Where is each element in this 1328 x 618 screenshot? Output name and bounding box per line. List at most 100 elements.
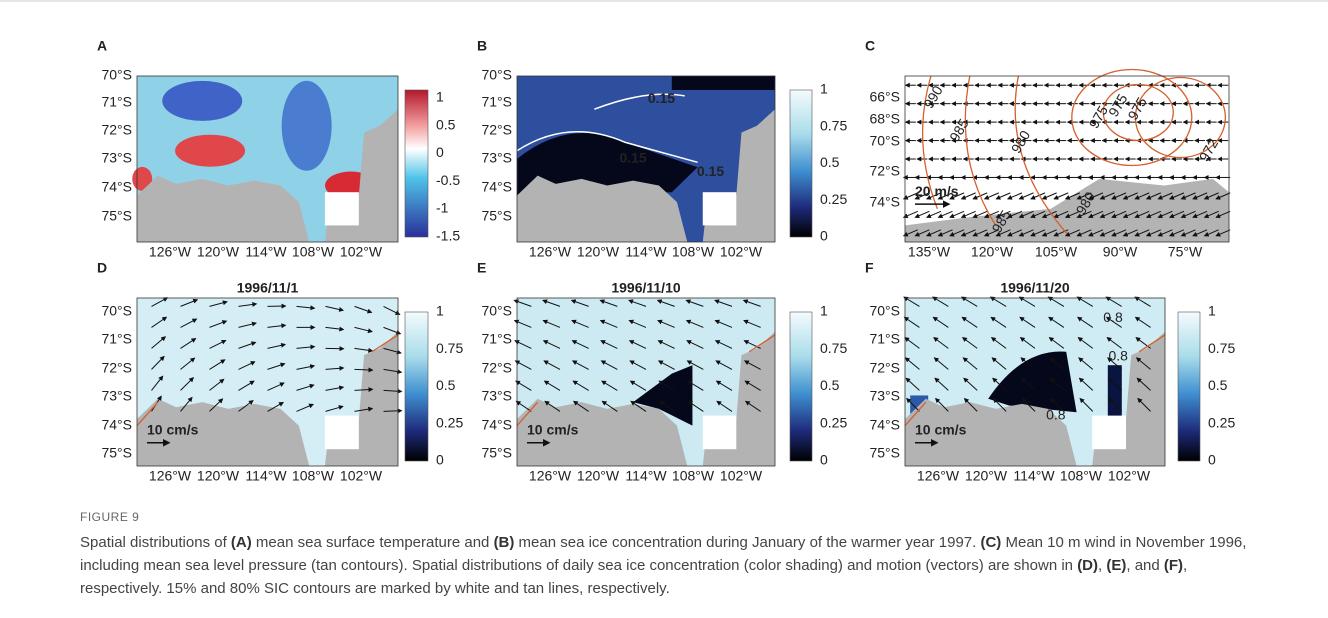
panel-letter: A bbox=[97, 38, 107, 54]
field-patch bbox=[517, 133, 698, 196]
wind-vector bbox=[1053, 229, 1069, 237]
colorbar-tick-label: 0 bbox=[820, 452, 828, 468]
ice-vector bbox=[963, 397, 978, 412]
map-frame bbox=[904, 75, 1230, 243]
wind-vector bbox=[995, 210, 1011, 219]
wind-vector bbox=[949, 192, 965, 200]
ice-vector bbox=[716, 400, 733, 412]
wind-vector bbox=[1007, 229, 1023, 237]
colorbar-tick-label: 0.75 bbox=[1208, 340, 1235, 356]
contour-line bbox=[136, 334, 399, 427]
ice-vector bbox=[600, 340, 618, 349]
ice-vector bbox=[1077, 316, 1094, 328]
y-tick-label: 75°S bbox=[101, 445, 132, 461]
y-tick-label: 74°S bbox=[869, 194, 900, 210]
ice-vector bbox=[1108, 397, 1123, 412]
ice-vector bbox=[544, 400, 561, 412]
panel-title: 1996/11/20 bbox=[1000, 280, 1070, 296]
ice-vector bbox=[515, 400, 532, 412]
ice-vector bbox=[991, 357, 1007, 370]
y-tick-label: 75°S bbox=[869, 445, 900, 461]
colorbar-tick-label: 0.5 bbox=[820, 377, 840, 393]
ice-vector bbox=[1020, 377, 1036, 391]
y-tick-label: 74°S bbox=[869, 417, 900, 433]
y-tick-label: 73°S bbox=[101, 150, 132, 166]
ice-vector bbox=[963, 377, 978, 391]
field-patch bbox=[988, 351, 1077, 413]
ice-vector bbox=[1047, 296, 1065, 307]
wind-vector bbox=[983, 210, 999, 219]
ice-vector bbox=[296, 344, 316, 350]
wind-vector bbox=[983, 192, 999, 200]
x-tick-label: 108°W bbox=[292, 468, 335, 484]
caption-run: Spatial distributions of bbox=[80, 534, 231, 551]
wind-vector bbox=[1157, 229, 1173, 237]
caption-run: mean sea ice concentration during Januar… bbox=[514, 534, 981, 551]
isobar bbox=[964, 75, 997, 226]
ice-vector bbox=[325, 326, 345, 332]
y-tick-label: 72°S bbox=[481, 122, 512, 138]
x-tick-label: 102°W bbox=[340, 468, 383, 484]
isobar bbox=[1071, 68, 1193, 167]
caption-run: (D) bbox=[1077, 557, 1099, 574]
wind-vector bbox=[1064, 229, 1080, 237]
wind-vector bbox=[1018, 210, 1034, 219]
ice-vector bbox=[572, 380, 589, 391]
isobar bbox=[1102, 83, 1174, 142]
field-patch bbox=[671, 76, 775, 90]
x-tick-label: 126°W bbox=[149, 468, 192, 484]
ice-vector bbox=[906, 397, 920, 412]
x-tick-label: 120°W bbox=[197, 244, 240, 260]
map-frame bbox=[516, 75, 776, 243]
ice-vector bbox=[296, 383, 315, 391]
wind-vector bbox=[914, 210, 930, 219]
ice-vector bbox=[354, 347, 374, 353]
ice-vector bbox=[238, 400, 254, 412]
wind-vector bbox=[1215, 192, 1231, 200]
contour-label: 0.15 bbox=[619, 150, 646, 166]
wind-vector bbox=[1169, 210, 1185, 219]
colorbar-tick-label: -0.5 bbox=[436, 172, 460, 188]
ice-vector bbox=[1048, 337, 1065, 349]
caption-run: , bbox=[1098, 557, 1107, 574]
figure-label: FIGURE 9 bbox=[80, 510, 140, 524]
wind-vector bbox=[1041, 192, 1057, 200]
ice-vector bbox=[1107, 377, 1123, 391]
x-tick-label: 75°W bbox=[1168, 244, 1203, 260]
ice-vector bbox=[934, 377, 949, 391]
ice-vector bbox=[744, 400, 761, 412]
wind-vector bbox=[1122, 192, 1138, 200]
wind-vector bbox=[1111, 210, 1127, 219]
ice-vector bbox=[180, 377, 195, 391]
wind-vector bbox=[937, 192, 953, 200]
ice-vector bbox=[960, 296, 978, 307]
wind-vector bbox=[1180, 229, 1196, 237]
ice-vector bbox=[657, 340, 675, 349]
ice-vector bbox=[267, 401, 284, 412]
wind-vector bbox=[1122, 210, 1138, 219]
ice-vector bbox=[180, 298, 199, 307]
x-tick-label: 102°W bbox=[720, 468, 763, 484]
y-tick-label: 70°S bbox=[869, 303, 900, 319]
wind-vector bbox=[1053, 210, 1069, 219]
figure: A 70°S 71°S 72°S 73°S 74°S 75°S 126°W 120°W 114°W… bbox=[0, 0, 1328, 484]
ice-vector bbox=[990, 337, 1007, 349]
colorbar-tick-label: 0 bbox=[1208, 452, 1216, 468]
field-blob bbox=[175, 134, 246, 167]
ice-vector bbox=[989, 296, 1007, 307]
wind-vector bbox=[1030, 229, 1046, 237]
ice-vector bbox=[630, 400, 647, 412]
ice-vector bbox=[962, 357, 978, 370]
ice-vector bbox=[1105, 316, 1122, 328]
map-frame bbox=[516, 297, 776, 467]
ice-vector bbox=[685, 299, 704, 307]
colorbar-tick-label: 0.75 bbox=[820, 117, 847, 133]
wind-vector bbox=[1203, 210, 1219, 219]
y-tick-label: 73°S bbox=[869, 388, 900, 404]
ice-vector bbox=[151, 355, 165, 370]
ice-vector bbox=[743, 340, 761, 349]
ice-vector bbox=[1078, 357, 1094, 370]
caption-run: (F) bbox=[1163, 557, 1184, 574]
x-tick-label: 114°W bbox=[245, 244, 287, 260]
ice-vector bbox=[600, 360, 618, 370]
